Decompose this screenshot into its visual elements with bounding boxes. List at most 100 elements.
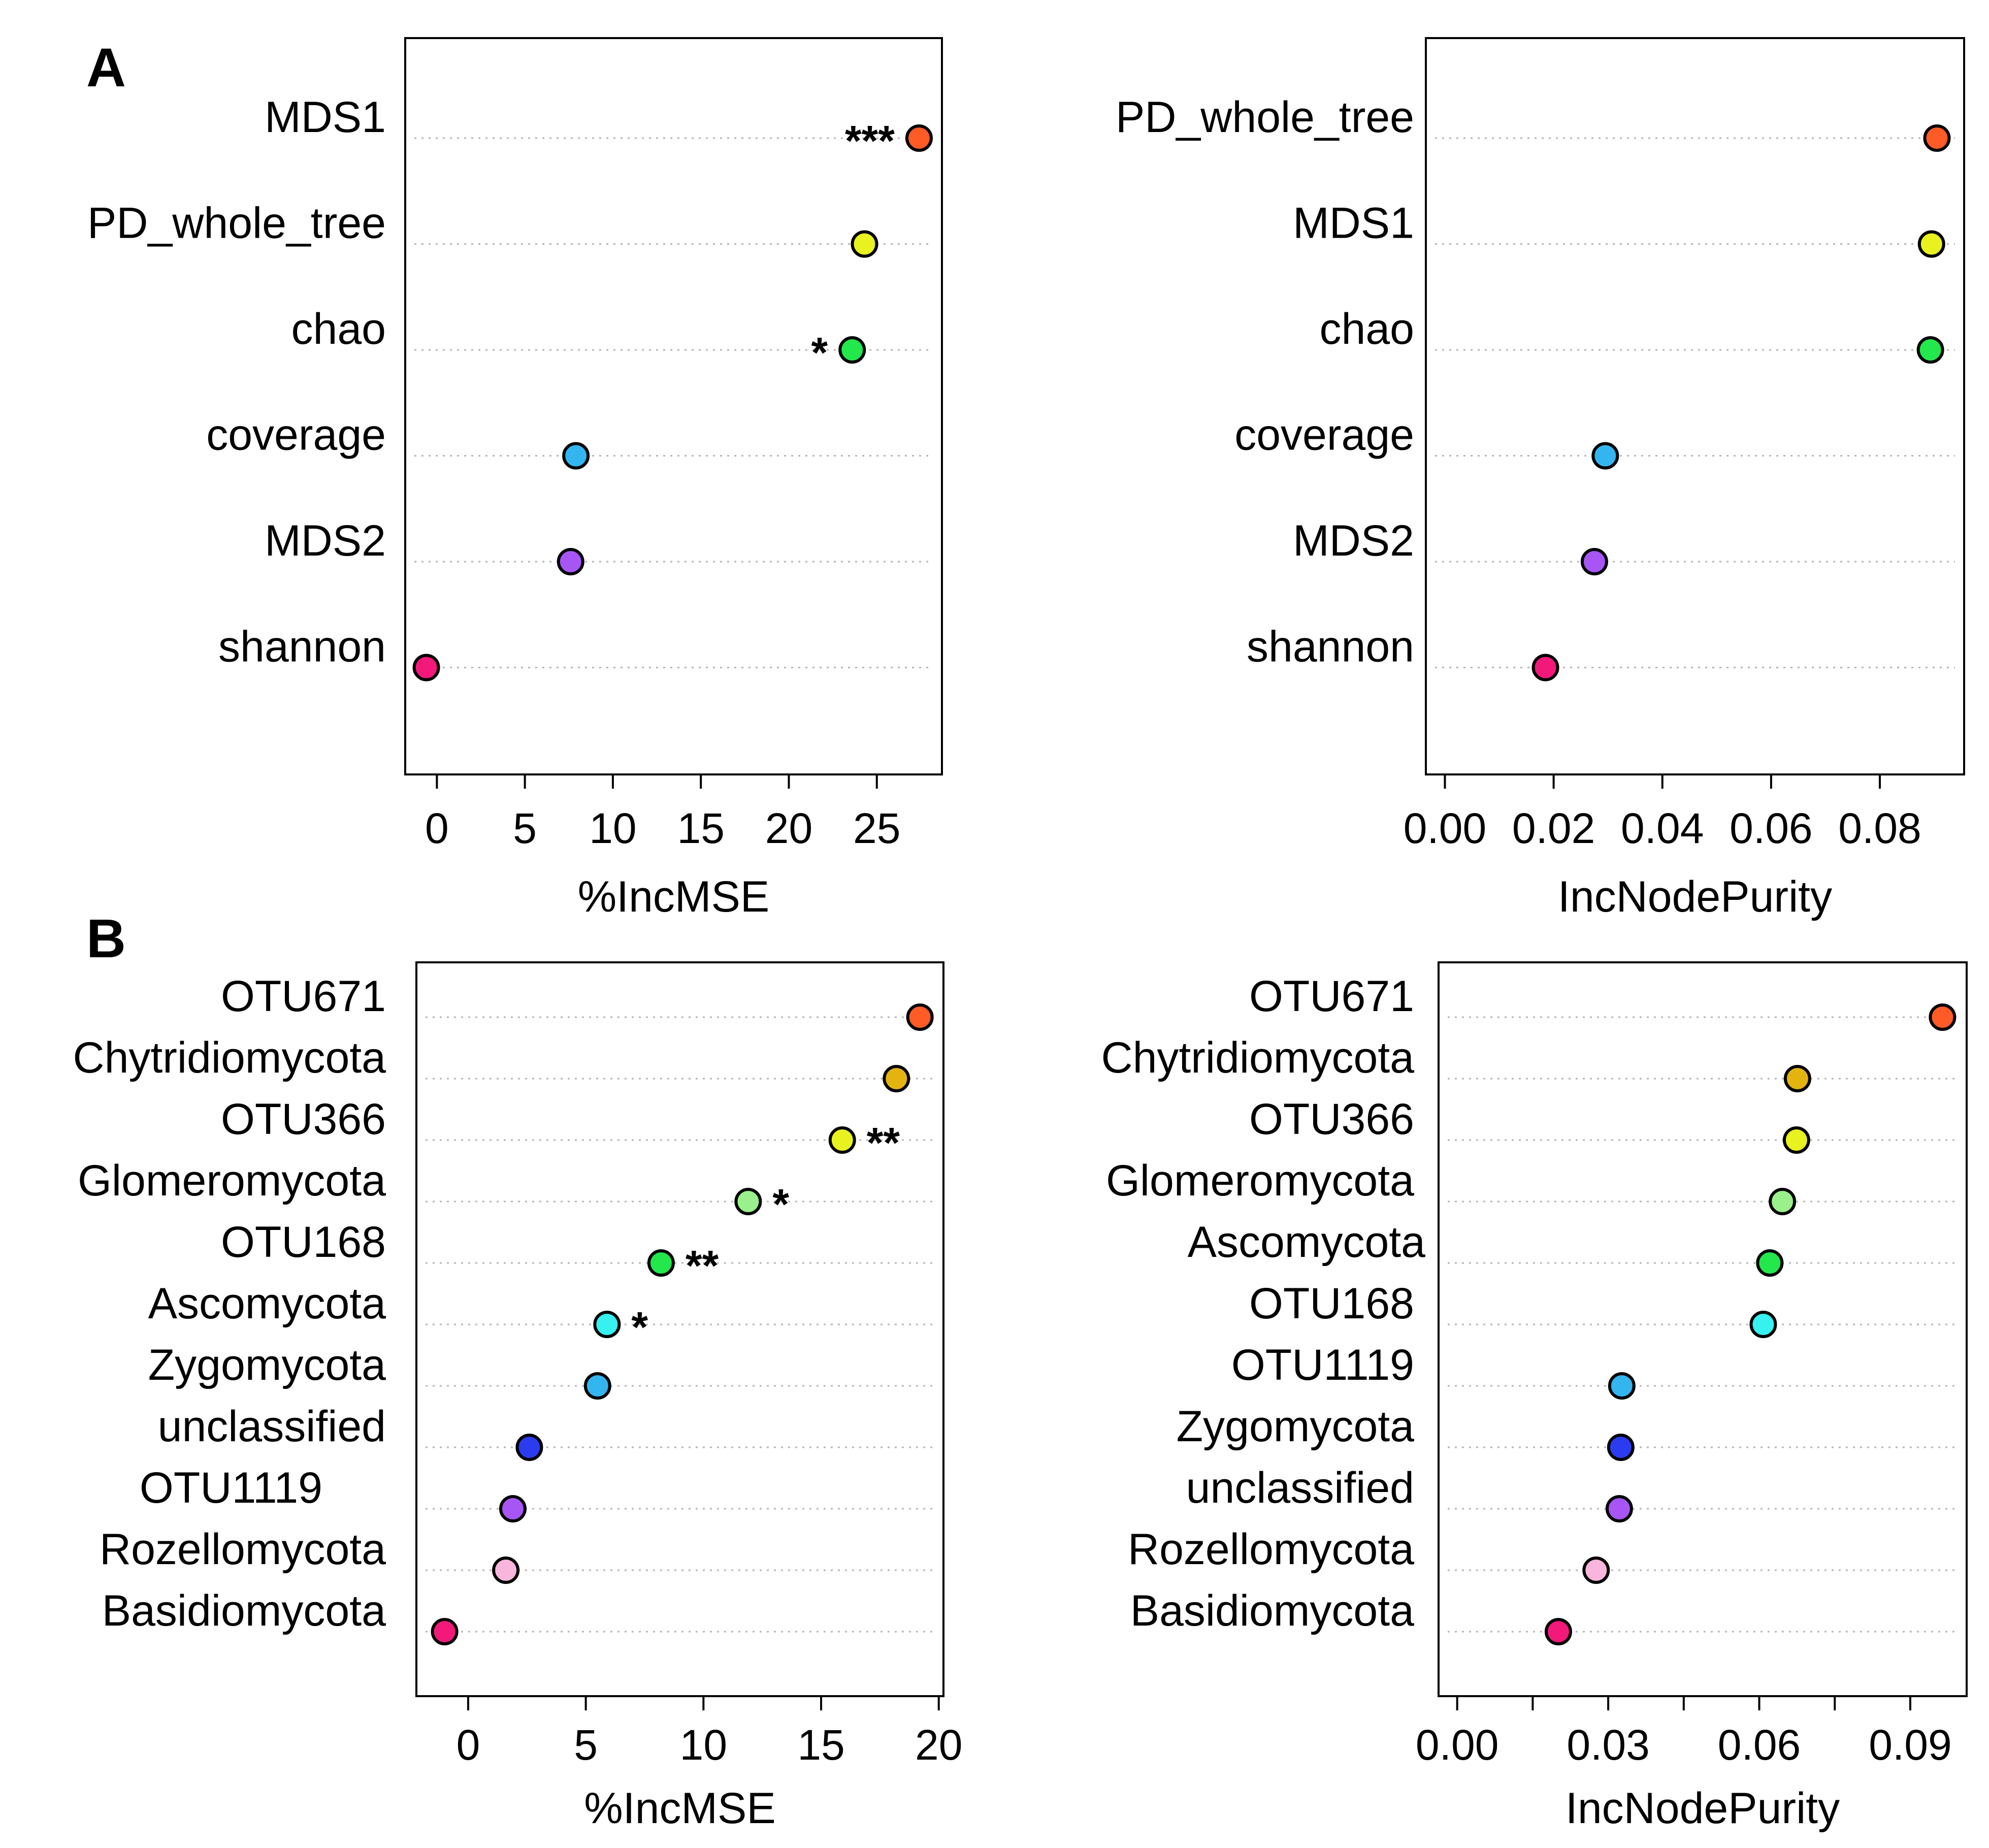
category-label: chao — [1320, 305, 1415, 353]
data-point — [557, 548, 584, 575]
category-label: shannon — [1247, 623, 1414, 671]
data-point — [1591, 442, 1619, 470]
chart-b-incnodepurity: 0.00 0.03 0.06 0.09 IncNodePurity OTU671 Chytr… — [1101, 961, 1968, 1833]
x-tick-label: 0.02 — [1512, 804, 1595, 852]
x-axis-title: %IncMSE — [578, 872, 770, 921]
significance-label: *** — [845, 117, 895, 165]
data-point — [1580, 548, 1608, 575]
data-point — [492, 1557, 520, 1584]
data-point — [1605, 1495, 1633, 1522]
x-tick-label: 0.09 — [1869, 1721, 1952, 1769]
data-point — [851, 230, 878, 258]
data-point — [593, 1311, 621, 1338]
significance-label: ** — [686, 1242, 719, 1289]
plot-frame — [1438, 961, 1968, 1697]
category-label: MDS2 — [1293, 516, 1414, 565]
category-label: MDS2 — [265, 516, 386, 565]
x-tick-label: 5 — [513, 804, 537, 852]
data-point — [828, 1126, 856, 1154]
data-point — [1783, 1065, 1811, 1092]
category-label: coverage — [1234, 411, 1414, 460]
x-tick-label: 0.06 — [1718, 1721, 1801, 1769]
plot-frame — [415, 961, 944, 1697]
panel-label-a: A — [86, 37, 126, 98]
data-point — [1607, 1434, 1635, 1461]
x-tick-label: 15 — [797, 1721, 844, 1769]
x-tick-label: 15 — [677, 804, 724, 852]
category-label: MDS1 — [265, 93, 386, 142]
plot-frame — [1425, 37, 1965, 775]
category-label: Glomeromycota — [78, 1156, 386, 1205]
data-point — [1929, 1003, 1957, 1031]
x-tick-label: 0.03 — [1567, 1721, 1650, 1769]
category-label: OTU671 — [1249, 972, 1414, 1021]
x-tick-label: 0.08 — [1838, 804, 1921, 852]
category-label: coverage — [206, 411, 386, 460]
data-point — [905, 124, 933, 152]
x-tick-label: 0.00 — [1404, 804, 1487, 852]
chart-b-incmse: 0 5 10 15 20 %IncMSE OTU671 Chytridiomycota OTU3… — [73, 961, 962, 1833]
x-axis-title: IncNodePurity — [1558, 872, 1832, 921]
category-label: shannon — [218, 623, 386, 671]
category-label: OTU366 — [1249, 1095, 1414, 1144]
category-label: chao — [291, 305, 386, 353]
x-axis-title: IncNodePurity — [1566, 1784, 1840, 1833]
data-point — [1916, 336, 1944, 364]
data-point — [647, 1249, 675, 1277]
data-point — [1782, 1126, 1810, 1154]
plot-frame — [404, 37, 943, 775]
category-label: Ascomycota — [1188, 1218, 1426, 1267]
category-label: Zygomycota — [148, 1341, 386, 1389]
data-point — [431, 1618, 459, 1645]
category-label: Zygomycota — [1177, 1402, 1415, 1451]
x-axis-title: %IncMSE — [584, 1784, 776, 1833]
significance-label: ** — [867, 1119, 900, 1166]
category-label: Basidiomycota — [1130, 1586, 1414, 1635]
data-point — [1917, 230, 1945, 258]
category-label: Rozellomycota — [1128, 1525, 1414, 1574]
data-point — [1544, 1618, 1572, 1645]
category-label: Glomeromycota — [1106, 1156, 1414, 1205]
data-point — [906, 1003, 934, 1031]
panel-label-b: B — [86, 907, 126, 969]
significance-label: * — [631, 1303, 648, 1351]
category-label: OTU1119 — [1231, 1341, 1414, 1389]
category-label: Chytridiomycota — [73, 1033, 386, 1082]
data-point — [734, 1188, 762, 1215]
data-point — [515, 1434, 543, 1461]
data-point — [412, 654, 440, 682]
x-tick-label: 20 — [915, 1721, 962, 1769]
x-tick-label: 20 — [765, 804, 812, 852]
x-tick-label: 5 — [574, 1721, 598, 1769]
data-point — [1582, 1557, 1610, 1584]
category-label: unclassified — [158, 1402, 386, 1451]
x-tick-label: 25 — [853, 804, 900, 852]
data-point — [499, 1495, 527, 1522]
category-label: PD_whole_tree — [1116, 93, 1414, 142]
data-point — [1608, 1372, 1636, 1400]
category-label: MDS1 — [1293, 199, 1414, 248]
category-label: Chytridiomycota — [1101, 1033, 1414, 1082]
data-point — [1769, 1188, 1797, 1215]
x-tick-label: 0.04 — [1621, 804, 1704, 852]
category-label: Rozellomycota — [100, 1525, 386, 1574]
category-label: OTU366 — [221, 1095, 386, 1144]
category-label: OTU1119 — [140, 1464, 322, 1512]
x-tick-label: 10 — [589, 804, 636, 852]
category-label: PD_whole_tree — [87, 199, 386, 248]
category-label: OTU671 — [221, 972, 386, 1021]
data-point — [583, 1372, 611, 1400]
category-label: OTU168 — [221, 1218, 386, 1267]
data-point — [1749, 1311, 1777, 1338]
x-tick-label: 0.06 — [1730, 804, 1813, 852]
data-point — [838, 336, 866, 364]
significance-label: * — [772, 1180, 789, 1228]
data-point — [1756, 1249, 1784, 1277]
significance-label: * — [811, 329, 828, 376]
data-point — [562, 442, 590, 470]
category-label: unclassified — [1186, 1464, 1414, 1512]
x-tick-label: 0 — [457, 1721, 480, 1769]
x-tick-label: 0 — [425, 804, 449, 852]
data-point — [1923, 124, 1951, 152]
